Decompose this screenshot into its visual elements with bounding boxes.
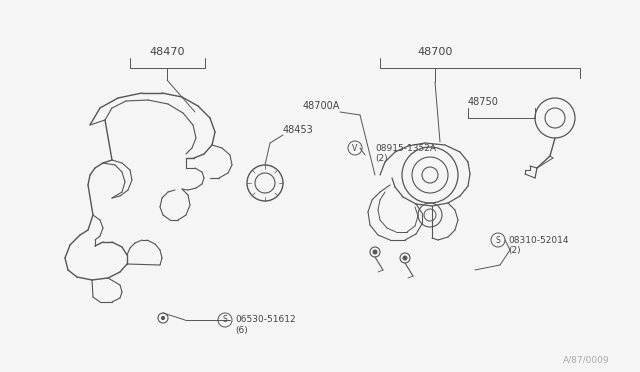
Text: S: S bbox=[223, 315, 227, 324]
Text: 48453: 48453 bbox=[283, 125, 314, 135]
Text: A/87/0009: A/87/0009 bbox=[563, 356, 610, 365]
Text: 08310-52014: 08310-52014 bbox=[508, 235, 568, 244]
Circle shape bbox=[373, 250, 377, 254]
Text: 48750: 48750 bbox=[468, 97, 499, 107]
Text: 08915-1352A: 08915-1352A bbox=[375, 144, 436, 153]
Circle shape bbox=[161, 317, 164, 320]
Text: 48700A: 48700A bbox=[303, 101, 340, 111]
Circle shape bbox=[403, 256, 407, 260]
Text: (2): (2) bbox=[375, 154, 388, 163]
Text: (2): (2) bbox=[508, 246, 520, 254]
Text: 06530-51612: 06530-51612 bbox=[235, 315, 296, 324]
Text: S: S bbox=[495, 235, 500, 244]
Text: 48470: 48470 bbox=[149, 47, 185, 57]
Text: V: V bbox=[353, 144, 358, 153]
Text: 48700: 48700 bbox=[417, 47, 452, 57]
Text: (6): (6) bbox=[235, 326, 248, 334]
